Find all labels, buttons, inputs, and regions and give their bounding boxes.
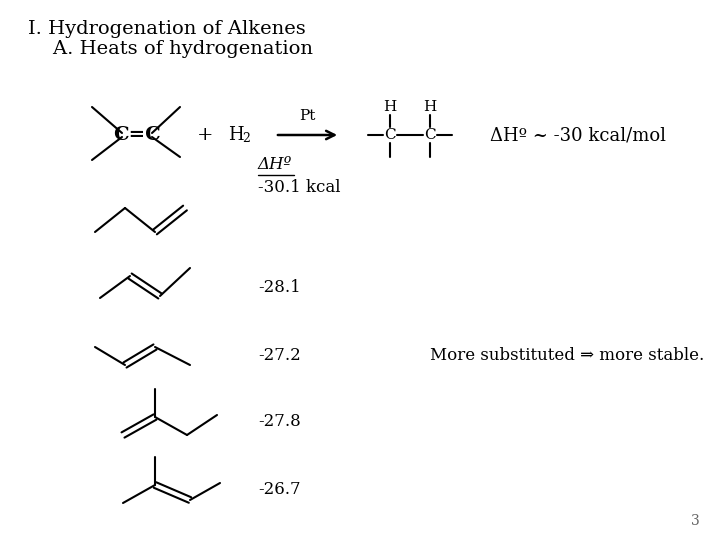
Text: -28.1: -28.1 (258, 280, 301, 296)
Text: I. Hydrogenation of Alkenes: I. Hydrogenation of Alkenes (28, 20, 306, 38)
Text: ΔHº ~ -30 kcal/mol: ΔHº ~ -30 kcal/mol (490, 126, 666, 144)
Text: +: + (197, 126, 213, 144)
Text: A. Heats of hydrogenation: A. Heats of hydrogenation (28, 40, 313, 58)
Text: H: H (228, 126, 243, 144)
Text: Pt: Pt (300, 109, 315, 123)
Text: C=C: C=C (113, 126, 161, 144)
Text: -30.1 kcal: -30.1 kcal (258, 179, 341, 196)
Text: H: H (383, 100, 397, 114)
Text: -26.7: -26.7 (258, 482, 301, 498)
Text: More substituted ⇒ more stable.: More substituted ⇒ more stable. (430, 347, 704, 363)
Text: C: C (384, 128, 396, 142)
Text: 2: 2 (242, 132, 250, 145)
Text: 3: 3 (691, 514, 700, 528)
Text: H: H (423, 100, 436, 114)
Text: -27.8: -27.8 (258, 414, 301, 430)
Text: ΔHº: ΔHº (258, 156, 292, 173)
Text: C: C (424, 128, 436, 142)
Text: -27.2: -27.2 (258, 347, 301, 363)
